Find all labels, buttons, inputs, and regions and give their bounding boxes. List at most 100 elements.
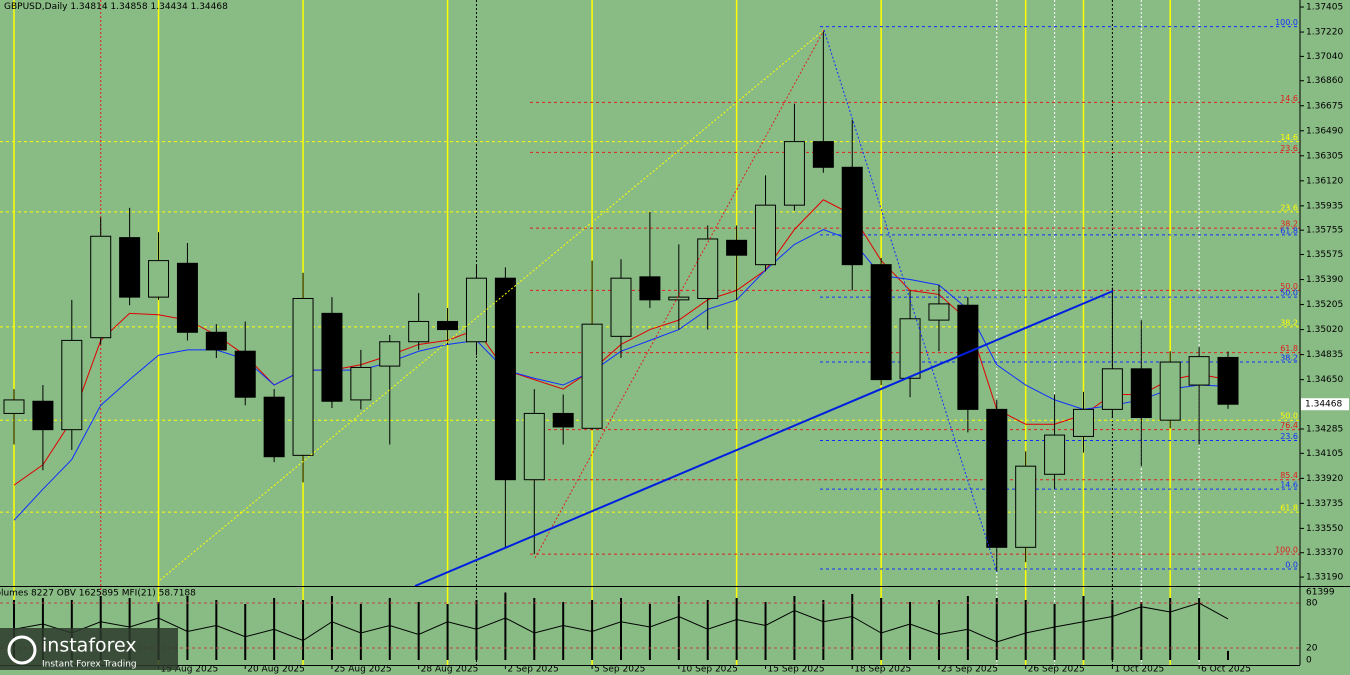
y-tick-label: 1.33550: [1306, 524, 1343, 534]
candle-body: [61, 339, 83, 431]
candle-body: [639, 276, 661, 301]
candle-body: [437, 320, 459, 331]
candle-body: [1188, 356, 1210, 386]
drawing-objects: [159, 29, 1114, 587]
y-tick-label: 1.34650: [1306, 375, 1343, 385]
y-tick-label: 1.33920: [1306, 474, 1343, 484]
x-tick-label: 23 Sep 2025: [941, 665, 998, 675]
candle-body: [986, 408, 1008, 548]
y-tick-label: 1.36305: [1306, 151, 1343, 161]
fib-label: 100.0: [1275, 546, 1298, 555]
y-tick-label: 1.35020: [1306, 325, 1343, 335]
y-tick-label: 1.36860: [1306, 76, 1343, 86]
x-tick-label: 26 Sep 2025: [1028, 665, 1085, 675]
candle-body: [610, 277, 632, 337]
fib-label: 23.6: [1280, 432, 1298, 441]
x-tick-label: 18 Sep 2025: [854, 665, 911, 675]
logo-icon: [7, 635, 37, 665]
mfi-tick-label: 80: [1306, 599, 1318, 609]
trend-line: [414, 290, 1114, 587]
x-tick-label: 28 Aug 2025: [421, 665, 479, 675]
y-tick-label: 1.36675: [1306, 101, 1343, 111]
y-tick-label: 1.37040: [1306, 52, 1343, 62]
x-tick-label: 2 Sep 2025: [507, 665, 558, 675]
fib-label: 14.6: [1280, 133, 1298, 142]
candle-body: [176, 262, 198, 333]
logo-name: instaforex: [42, 635, 137, 657]
fib-label: 50.0: [1280, 412, 1298, 421]
fib-label: 38.2: [1280, 318, 1298, 327]
candle-body: [263, 396, 285, 458]
fib-label: 14.6: [1280, 481, 1298, 490]
x-tick-label: 25 Aug 2025: [334, 665, 392, 675]
x-tick-label: 10 Sep 2025: [681, 665, 738, 675]
candle-body: [148, 260, 170, 298]
candle-body: [1217, 356, 1239, 405]
candle-body: [726, 239, 748, 256]
low-value: 1.34434: [151, 2, 188, 12]
x-tick-label: 20 Aug 2025: [247, 665, 305, 675]
candle-body: [494, 277, 516, 481]
x-tick-label: 6 Oct 2025: [1201, 665, 1251, 675]
candle-body: [1015, 465, 1037, 548]
candle-body: [812, 141, 834, 168]
open-value: 1.34814: [70, 2, 107, 12]
candle-body: [668, 296, 690, 301]
current-price: 1.34468: [1305, 400, 1342, 410]
chart-header: GBPUSD,Daily 1.34814 1.34858 1.34434 1.3…: [4, 2, 228, 12]
candle-body: [1101, 368, 1123, 410]
logo: instaforex Instant Forex Trading: [0, 628, 178, 670]
fib-label: 14.6: [1280, 94, 1298, 103]
candle-body: [697, 238, 719, 299]
fib-label: 85.4: [1280, 471, 1298, 480]
y-tick-label: 1.35390: [1306, 275, 1343, 285]
fib-label: 61.8: [1280, 344, 1298, 353]
volume-tick-label: 61399: [1306, 588, 1335, 598]
candle-body: [465, 277, 487, 343]
candle-body: [119, 237, 141, 298]
candle-body: [321, 312, 343, 402]
y-tick-label: 1.37220: [1306, 28, 1343, 38]
y-tick-label: 1.34835: [1306, 350, 1343, 360]
y-tick-label: 1.33190: [1306, 573, 1343, 583]
fib-ray: [534, 29, 825, 559]
candle-body: [90, 235, 112, 339]
fib-label: 0.0: [1285, 560, 1298, 569]
candle-body: [957, 304, 979, 410]
fib-label: 38.2: [1280, 354, 1298, 363]
candle-body: [928, 303, 950, 321]
x-tick-label: 15 Sep 2025: [768, 665, 825, 675]
x-tick-label: 15 Aug 2025: [161, 665, 219, 675]
y-tick-label: 1.35755: [1306, 226, 1343, 236]
candle-body: [379, 341, 401, 367]
fib-ray: [823, 29, 998, 573]
candle-body: [234, 350, 256, 398]
candle-body: [899, 318, 921, 379]
y-tick-label: 1.34105: [1306, 449, 1343, 459]
candle-body: [205, 331, 227, 351]
mfi-tick-label: 0: [1306, 656, 1312, 666]
y-tick-label: 1.33735: [1306, 499, 1343, 509]
y-tick-label: 1.34285: [1306, 424, 1343, 434]
fib-label: 61.8: [1280, 226, 1298, 235]
y-tick-label: 1.35935: [1306, 201, 1343, 211]
y-tick-label: 1.37405: [1306, 3, 1343, 13]
fib-label: 38.2: [1280, 220, 1298, 229]
fib-label: 23.6: [1280, 203, 1298, 212]
price-label-bg: [1301, 398, 1349, 411]
fib-label: 23.6: [1280, 144, 1298, 153]
candle-body: [292, 297, 314, 456]
candle-body: [870, 264, 892, 381]
close-value: 1.34468: [191, 2, 228, 12]
fib-label: 61.8: [1280, 504, 1298, 513]
y-tick-label: 1.36490: [1306, 126, 1343, 136]
x-tick-label: 1 Oct 2025: [1114, 665, 1164, 675]
y-tick-label: 1.35575: [1306, 250, 1343, 260]
indicator-title: Volumes 8227 OBV 1625895 MFI(21) 58.7188: [0, 589, 196, 599]
symbol: GBPUSD,Daily: [4, 2, 68, 12]
candle-body: [408, 320, 430, 343]
y-tick-label: 1.35205: [1306, 300, 1343, 310]
y-tick-label: 1.33370: [1306, 548, 1343, 558]
high-value: 1.34858: [110, 2, 147, 12]
